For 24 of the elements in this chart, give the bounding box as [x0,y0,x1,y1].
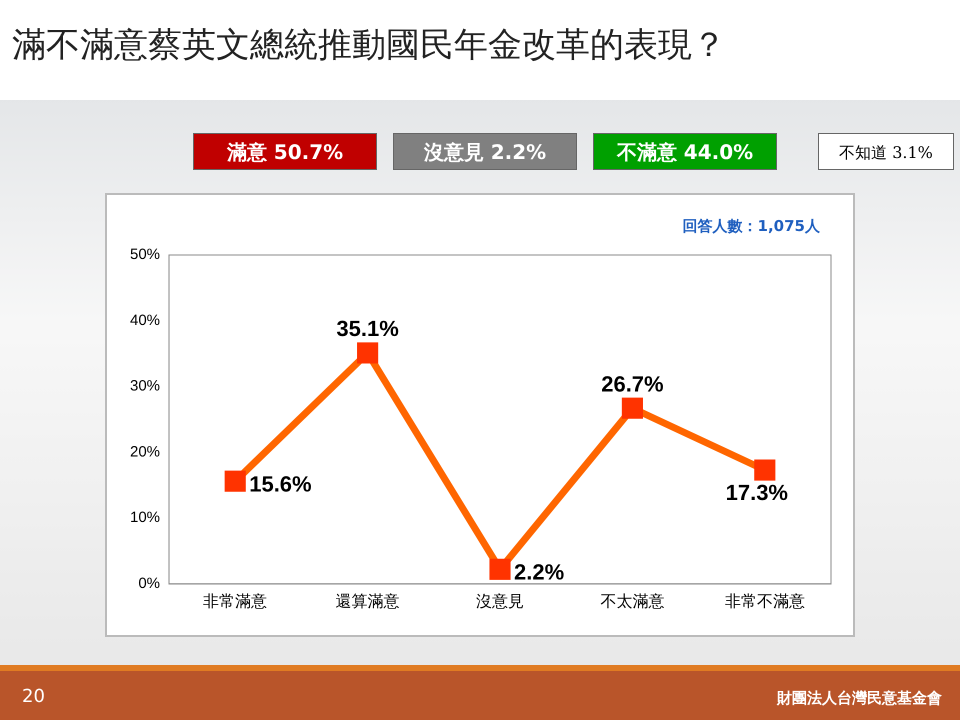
x-tick-label: 非常滿意 [203,592,268,611]
text: 沒意見 2.2% [393,133,577,170]
text: 20 [22,686,45,707]
x-tick-label: 不太滿意 [600,592,664,611]
y-tick-label: 20% [130,443,160,460]
y-tick-label: 40% [130,312,160,329]
y-tick-label: 50% [130,246,160,264]
y-tick-label: 30% [130,378,160,395]
x-tick-label: 非常不滿意 [724,592,805,611]
y-tick-label: 10% [130,509,160,526]
data-label: 2.2% [514,559,564,584]
text: 不知道 3.1% [818,133,954,170]
text: 滿意 50.7% [193,133,377,170]
chart-title: 滿不滿意蔡英文總統推動國民年金改革的表現？ [12,24,726,67]
text: 財團法人台灣民意基金會 [777,689,942,708]
x-tick-label: 還算滿意 [336,592,400,611]
data-label: 17.3% [726,480,788,506]
text: 回答人數：1,075人 [682,217,820,236]
data-label: 15.6% [249,471,312,496]
x-tick-label: 沒意見 [476,592,524,611]
data-label: 26.7% [601,371,664,396]
y-tick-label: 0% [138,574,160,592]
data-label: 35.1% [336,316,399,342]
text: 不滿意 44.0% [593,133,777,170]
